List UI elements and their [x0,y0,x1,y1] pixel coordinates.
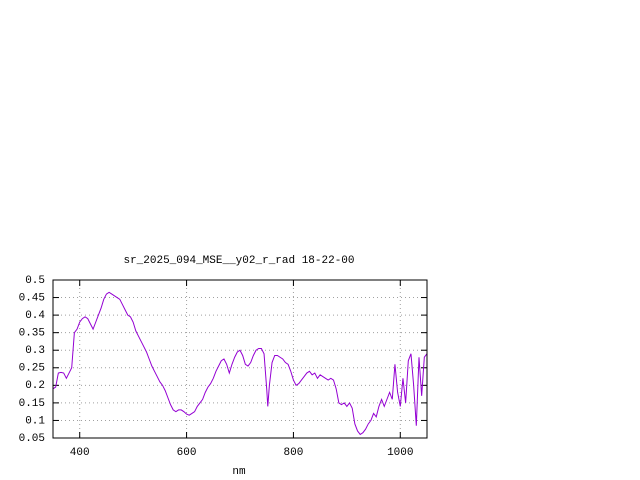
data-line [52,291,428,436]
y-tick-label: 0.4 [25,310,45,322]
y-tick-label: 0.25 [19,363,45,375]
y-tick-label: 0.1 [25,415,45,427]
x-tick-label: 600 [177,447,197,459]
y-tick-label: 0.15 [19,398,45,410]
y-tick-label: 0.35 [19,328,45,340]
y-tick-label: 0.5 [25,275,45,287]
x-tick-label: 800 [284,447,304,459]
plot-border [52,279,428,439]
y-tick-label: 0.05 [19,433,45,445]
x-tick-label: 400 [70,447,90,459]
x-axis-label: nm [232,466,246,478]
y-tick-label: 0.45 [19,292,45,304]
chart-title: sr_2025_094_MSE__y02_r_rad 18-22-00 [123,255,354,267]
y-tick-label: 0.2 [25,380,45,392]
x-tick-label: 1000 [387,447,413,459]
y-tick-label: 0.3 [25,345,45,357]
